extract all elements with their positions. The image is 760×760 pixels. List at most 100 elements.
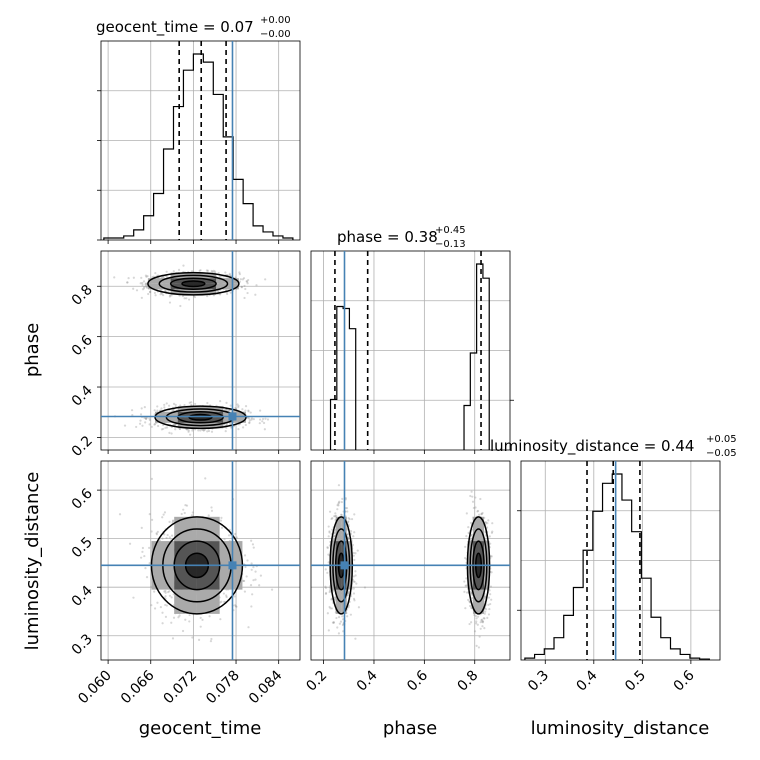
- sample-point: [489, 585, 493, 588]
- sample-point: [166, 533, 169, 537]
- panel-frame: [100, 250, 301, 451]
- density-block: [174, 516, 197, 542]
- sample-point: [143, 405, 146, 409]
- sample-point: [258, 584, 261, 587]
- sample-point: [240, 285, 243, 288]
- sample-point: [331, 516, 334, 520]
- sample-point: [190, 514, 194, 517]
- scatter-panel-geocent_time-luminosity_distance: [97, 460, 301, 664]
- sample-point: [489, 593, 492, 596]
- sample-point: [212, 269, 215, 272]
- sample-point: [156, 601, 159, 604]
- sample-point: [172, 402, 176, 406]
- sample-point: [206, 401, 209, 405]
- sample-point: [337, 484, 341, 487]
- sample-point: [247, 626, 250, 629]
- sample-point: [464, 556, 467, 560]
- truth-marker: [340, 561, 349, 570]
- xtick-label-geocent_time: 0.078: [203, 668, 243, 708]
- sample-point: [247, 409, 250, 412]
- sample-point: [168, 301, 172, 304]
- sample-point: [474, 614, 478, 618]
- sample-point: [347, 517, 350, 520]
- truth-marker: [228, 561, 237, 570]
- sample-point: [234, 276, 237, 279]
- sample-point: [241, 278, 244, 281]
- sample-point: [463, 580, 466, 583]
- sample-point: [185, 297, 188, 300]
- sample-point: [465, 577, 468, 580]
- density-block: [478, 589, 485, 614]
- sample-point: [476, 623, 479, 626]
- sample-point: [340, 500, 343, 504]
- sample-point: [132, 596, 135, 599]
- sample-point: [261, 420, 264, 423]
- sample-point: [328, 510, 332, 513]
- sample-point: [354, 552, 357, 555]
- sample-point: [264, 417, 267, 420]
- sample-point: [210, 637, 213, 641]
- sample-point: [182, 264, 185, 267]
- ylabel-phase: phase: [22, 323, 43, 377]
- sample-point: [352, 551, 355, 555]
- sample-point: [240, 286, 244, 289]
- sample-point: [220, 600, 223, 603]
- sample-point: [163, 590, 166, 593]
- sample-point: [156, 409, 159, 412]
- sample-point: [165, 604, 169, 607]
- sample-point: [178, 427, 182, 431]
- sample-point: [329, 607, 332, 610]
- sample-point: [185, 428, 189, 431]
- sample-point: [491, 530, 494, 533]
- sample-point: [489, 542, 492, 545]
- contour-level: [158, 274, 229, 293]
- sample-point: [148, 417, 151, 420]
- sample-point: [186, 428, 189, 431]
- density-block: [335, 516, 342, 542]
- sample-point: [484, 608, 488, 611]
- sample-point: [324, 592, 328, 596]
- sample-point: [353, 580, 356, 584]
- ytick-label-phase: 0.4: [69, 382, 96, 409]
- sample-point: [330, 598, 333, 601]
- density-block: [151, 565, 175, 590]
- sample-point: [234, 407, 237, 410]
- sample-point: [328, 531, 331, 534]
- sample-point: [489, 602, 492, 606]
- sample-point: [205, 269, 208, 272]
- sample-point: [210, 506, 213, 509]
- sample-point: [235, 536, 238, 539]
- sample-point: [478, 513, 481, 516]
- sample-point: [154, 294, 157, 297]
- title-phase-minus: −0.13: [435, 239, 466, 250]
- sample-point: [347, 520, 350, 524]
- sample-point: [334, 515, 337, 518]
- sample-point: [475, 617, 478, 620]
- sample-point: [238, 272, 241, 276]
- sample-point: [250, 418, 253, 421]
- sample-point: [149, 290, 152, 294]
- sample-point: [327, 525, 330, 528]
- sample-point: [463, 590, 466, 593]
- density-block: [478, 516, 485, 542]
- sample-point: [126, 281, 129, 284]
- sample-point: [328, 590, 331, 594]
- sample-point: [326, 571, 329, 574]
- sample-point: [140, 556, 143, 559]
- sample-point: [487, 613, 491, 616]
- sample-point: [349, 613, 352, 616]
- sample-point: [337, 616, 341, 619]
- sample-point: [225, 595, 228, 599]
- sample-point: [480, 619, 483, 622]
- density-block: [472, 516, 479, 542]
- sample-point: [153, 590, 156, 593]
- sample-point: [236, 403, 239, 406]
- sample-point: [488, 535, 491, 538]
- sample-point: [162, 294, 165, 297]
- sample-point: [151, 276, 154, 279]
- sample-point: [490, 555, 493, 558]
- sample-point: [247, 410, 250, 413]
- sample-point: [246, 282, 249, 285]
- sample-point: [480, 618, 484, 621]
- sample-point: [228, 272, 231, 275]
